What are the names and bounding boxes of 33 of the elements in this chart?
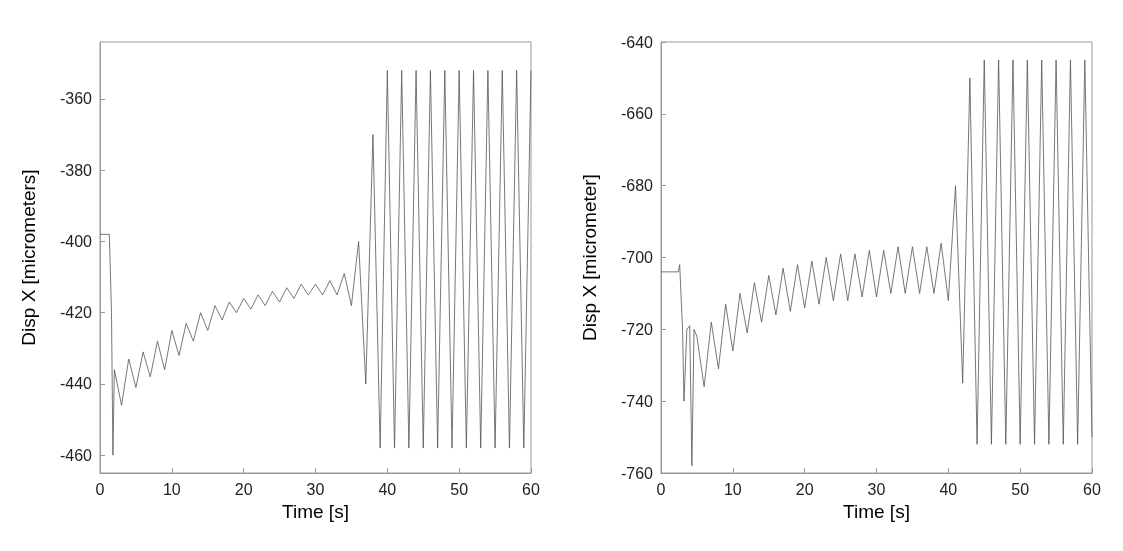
- x-tick-label: 50: [450, 480, 469, 498]
- x-tick-label: 30: [306, 480, 325, 498]
- y-tick-label: -440: [59, 375, 93, 393]
- y-tick-label: -680: [620, 177, 654, 195]
- x-tick-label: 20: [234, 480, 253, 498]
- x-tick-label: 20: [795, 480, 814, 498]
- y-tick-label: -420: [59, 304, 93, 322]
- y-tick-label: -460: [59, 446, 93, 464]
- x-tick-label: 40: [939, 480, 958, 498]
- x-tick-label: 30: [867, 480, 886, 498]
- x-axis-title: Time [s]: [282, 500, 349, 522]
- x-tick-label: 40: [378, 480, 397, 498]
- y-tick-label: -360: [59, 90, 93, 108]
- y-tick-label: -740: [620, 392, 654, 410]
- y-axis-title: Disp X [micrometer]: [579, 174, 600, 341]
- line-series: [660, 59, 1093, 467]
- x-tick-label: 0: [656, 480, 666, 498]
- y-axis-title: Disp X [micrometers]: [18, 169, 39, 346]
- y-tick-label: -660: [620, 105, 654, 123]
- y-tick-label: -640: [620, 33, 654, 51]
- x-tick-label: 60: [522, 480, 540, 498]
- x-axis-title: Time [s]: [843, 500, 910, 522]
- x-tick-label: 10: [723, 480, 742, 498]
- y-tick-label: -400: [59, 232, 93, 250]
- y-tick-label: -720: [620, 320, 654, 338]
- y-tick-label: -700: [620, 249, 654, 266]
- x-tick-label: 10: [162, 480, 181, 498]
- y-tick-label: -380: [59, 161, 93, 179]
- line-series: [99, 70, 532, 456]
- x-tick-label: 0: [95, 480, 105, 498]
- y-tick-label: -760: [620, 464, 654, 482]
- x-tick-label: 60: [1083, 480, 1101, 498]
- x-tick-label: 50: [1011, 480, 1030, 498]
